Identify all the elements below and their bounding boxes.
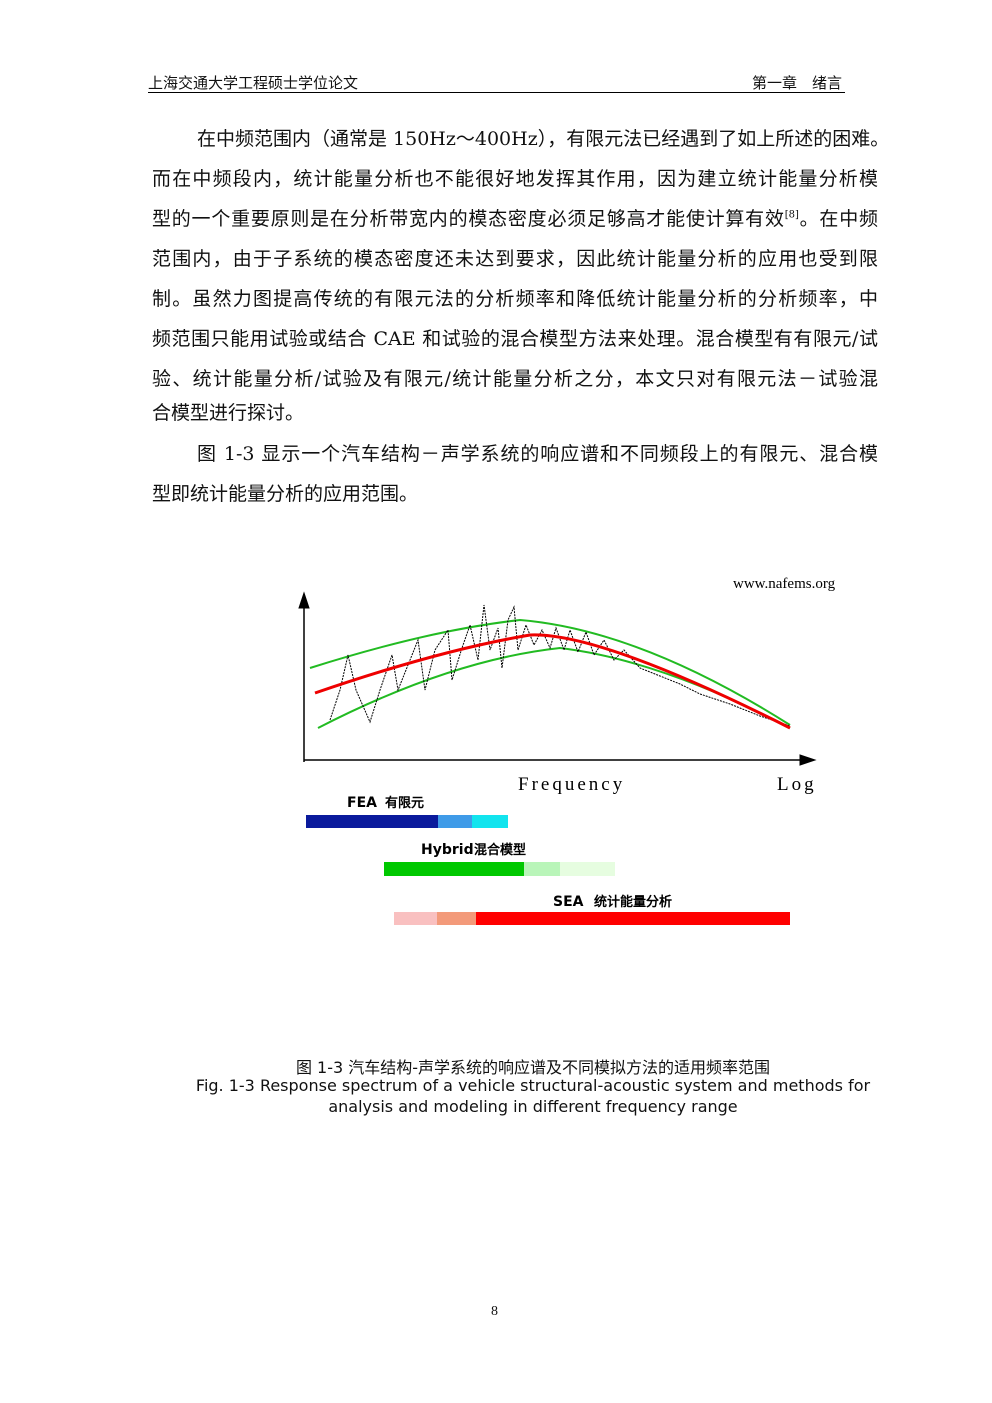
text-line: 在中频范围内（通常是 150Hz～400Hz），有限元法已经遇到了如上所述的困难… — [197, 128, 890, 150]
x-scale-label: Log — [777, 774, 817, 795]
page-number: 8 — [491, 1304, 498, 1319]
range-name: FEA — [347, 795, 377, 811]
range-name: SEA — [553, 894, 584, 910]
figure: www.nafems.org Frequency Log FEA 有限元 Hyb… — [298, 576, 836, 925]
text-line: 频范围只能用试验或结合 CAE 和试验的混合模型方法来处理。混合模型有有限元/试 — [152, 328, 878, 350]
range-label: 有限元 — [385, 795, 424, 811]
range-bar — [394, 912, 437, 925]
range-name: Hybrid — [421, 842, 474, 858]
text-line: 合模型进行探讨。 — [152, 402, 305, 424]
arrow — [298, 591, 310, 609]
range-bar — [438, 815, 472, 828]
range-bar — [384, 862, 524, 876]
range-label: 混合模型 — [474, 842, 526, 858]
upper-envelope — [309, 618, 791, 726]
range-label: 统计能量分析 — [594, 894, 672, 910]
x-axis-label: Frequency — [518, 774, 625, 795]
citation: [8] — [784, 209, 799, 221]
range-bar — [306, 815, 438, 828]
response-spectrum — [329, 604, 791, 727]
text-line: 验、统计能量分析/试验及有限元/统计能量分析之分，本文只对有限元法－试验混 — [152, 368, 878, 390]
axes — [298, 591, 817, 766]
lower-envelope — [317, 646, 791, 729]
text: 。在中频 — [798, 208, 878, 230]
arrow — [799, 754, 817, 766]
text-line: 范围内，由于子系统的模态密度还未达到要求，因此统计能量分析的应用也受到限 — [152, 248, 878, 270]
text-line: 制。虽然力图提高传统的有限元法的分析频率和降低统计能量分析的分析频率，中 — [152, 288, 878, 310]
header-rule — [148, 92, 845, 93]
range-bar — [472, 815, 508, 828]
text-line: 型即统计能量分析的应用范围。 — [152, 483, 419, 505]
range-bar — [560, 862, 615, 876]
text-line: 图 1-3 显示一个汽车结构－声学系统的响应谱和不同频段上的有限元、混合模 — [197, 443, 878, 465]
caption-en: analysis and modeling in different frequ… — [328, 1097, 738, 1116]
caption-zh: 图 1-3 汽车结构-声学系统的响应谱及不同模拟方法的适用频率范围 — [295, 1058, 771, 1077]
range-bar — [524, 862, 560, 876]
range-bar — [476, 912, 790, 925]
header-chapter: 第一章 绪言 — [752, 74, 843, 92]
text: 型的一个重要原则是在分析带宽内的模态密度必须足够高才能使计算有效 — [152, 208, 785, 230]
mean-curve — [314, 633, 791, 730]
text-line: 而在中频段内，统计能量分析也不能很好地发挥其作用，因为建立统计能量分析模 — [152, 168, 878, 190]
range-bar — [437, 912, 476, 925]
header-title: 上海交通大学工程硕士学位论文 — [148, 74, 359, 92]
figure-source: www.nafems.org — [733, 576, 836, 592]
text-line: 型的一个重要原则是在分析带宽内的模态密度必须足够高才能使计算有效[8]。在中频 — [152, 204, 878, 231]
caption-en: Fig. 1-3 Response spectrum of a vehicle … — [195, 1076, 871, 1095]
